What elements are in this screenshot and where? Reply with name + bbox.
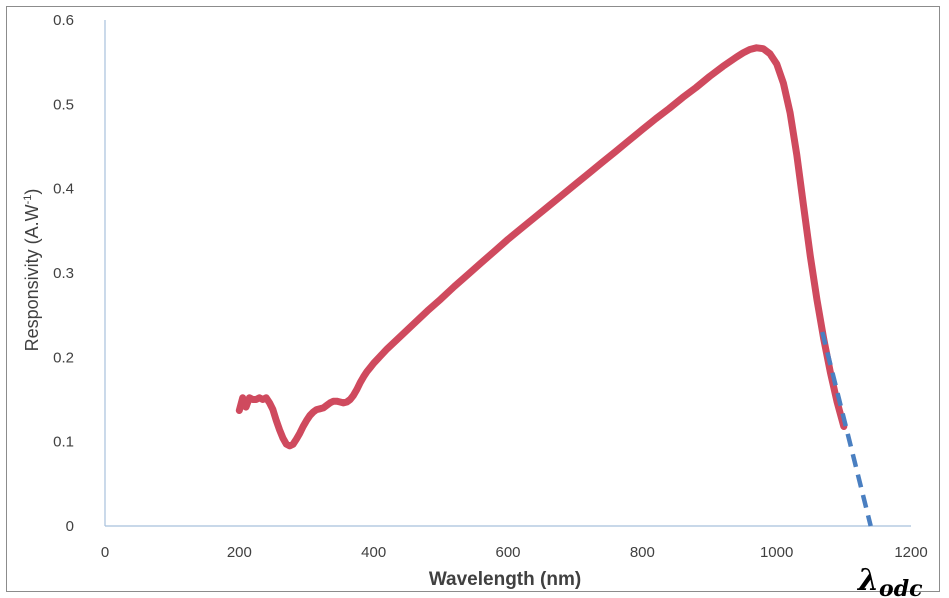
responsivity-curve [235, 44, 848, 450]
extrapolation-dashed-line [820, 331, 873, 527]
lambda-subscript: odc [879, 576, 923, 598]
axes [104, 20, 911, 527]
y-tick-label: 0.5 [53, 96, 74, 113]
chart-frame [6, 6, 940, 592]
x-tick-label: 1200 [894, 544, 927, 561]
y-axis-title-superscript: -1 [22, 195, 34, 205]
y-tick-label: 0.1 [53, 434, 74, 451]
y-tick-label: 0.2 [53, 349, 74, 366]
x-tick-label: 0 [101, 544, 109, 561]
x-tick-label: 800 [630, 544, 655, 561]
x-tick-label: 400 [361, 544, 386, 561]
x-tick-label: 600 [495, 544, 520, 561]
lambda-odc-label: λodc [856, 563, 923, 598]
y-tick-labels: 0 0.1 0.2 0.3 0.4 0.5 0.6 [53, 12, 74, 535]
y-tick-label: 0 [66, 518, 74, 535]
x-tick-labels: 0 200 400 600 800 1000 1200 [101, 544, 928, 561]
y-tick-label: 0.6 [53, 12, 74, 29]
y-axis-title: Responsivity (A.W-1) [22, 189, 42, 352]
series-layer [235, 44, 873, 527]
y-axis-title-close: ) [22, 189, 42, 195]
y-tick-label: 0.3 [53, 265, 74, 282]
y-axis-title-main: Responsivity (A.W [22, 204, 42, 351]
x-axis-title: Wavelength (nm) [429, 569, 581, 590]
lambda-symbol: λ [856, 563, 879, 598]
x-tick-label: 200 [227, 544, 252, 561]
y-tick-label: 0.4 [53, 181, 74, 198]
x-tick-label: 1000 [760, 544, 793, 561]
